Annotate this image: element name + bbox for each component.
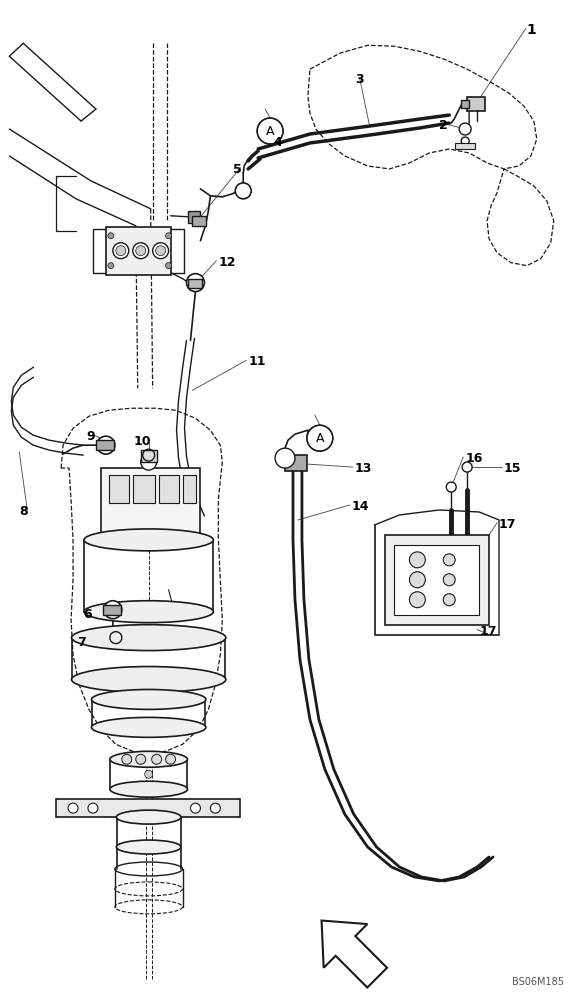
Circle shape xyxy=(104,601,122,619)
Text: A: A xyxy=(266,125,274,138)
Circle shape xyxy=(166,233,172,239)
Text: 14: 14 xyxy=(351,500,369,513)
Circle shape xyxy=(166,263,172,269)
Bar xyxy=(101,468,201,540)
Text: 17: 17 xyxy=(499,518,517,531)
Bar xyxy=(56,799,240,817)
Circle shape xyxy=(88,803,98,813)
Circle shape xyxy=(409,572,425,588)
Bar xyxy=(133,475,155,503)
Ellipse shape xyxy=(117,840,181,854)
Circle shape xyxy=(144,770,153,778)
Ellipse shape xyxy=(84,601,213,623)
Bar xyxy=(394,545,479,615)
Ellipse shape xyxy=(117,810,181,824)
Ellipse shape xyxy=(92,689,206,709)
Text: 10: 10 xyxy=(134,435,151,448)
Ellipse shape xyxy=(92,717,206,737)
Circle shape xyxy=(108,263,114,269)
Text: A: A xyxy=(316,432,324,445)
Circle shape xyxy=(136,754,146,764)
Text: 15: 15 xyxy=(504,462,521,475)
Circle shape xyxy=(443,594,455,606)
Text: 11: 11 xyxy=(248,355,266,368)
Ellipse shape xyxy=(71,625,226,651)
Circle shape xyxy=(307,425,333,451)
Circle shape xyxy=(97,436,115,454)
Circle shape xyxy=(461,137,469,145)
Bar xyxy=(467,97,485,111)
Bar xyxy=(285,455,307,471)
Ellipse shape xyxy=(110,751,187,767)
Circle shape xyxy=(108,233,114,239)
Text: 12: 12 xyxy=(218,256,236,269)
Circle shape xyxy=(141,454,157,470)
Circle shape xyxy=(153,243,169,259)
Circle shape xyxy=(235,183,251,199)
Circle shape xyxy=(443,574,455,586)
Bar xyxy=(188,279,202,288)
Text: 1: 1 xyxy=(527,23,536,37)
Bar xyxy=(109,475,129,503)
Bar xyxy=(103,605,121,615)
Circle shape xyxy=(133,243,148,259)
Circle shape xyxy=(409,592,425,608)
Circle shape xyxy=(446,482,456,492)
Circle shape xyxy=(151,754,162,764)
Ellipse shape xyxy=(110,781,187,797)
Bar xyxy=(96,440,114,450)
Bar xyxy=(106,227,171,275)
Ellipse shape xyxy=(71,667,226,692)
Text: 3: 3 xyxy=(355,73,363,86)
Circle shape xyxy=(187,274,204,292)
Circle shape xyxy=(462,462,472,472)
Text: 4: 4 xyxy=(273,136,282,149)
Circle shape xyxy=(190,803,201,813)
Circle shape xyxy=(166,754,176,764)
Circle shape xyxy=(68,803,78,813)
Text: 9: 9 xyxy=(86,430,95,443)
Ellipse shape xyxy=(84,529,213,551)
Text: 13: 13 xyxy=(355,462,372,475)
Circle shape xyxy=(443,554,455,566)
Circle shape xyxy=(275,448,295,468)
Text: 7: 7 xyxy=(77,636,86,649)
Bar xyxy=(141,450,157,462)
Circle shape xyxy=(116,246,126,256)
Circle shape xyxy=(211,803,220,813)
Circle shape xyxy=(409,552,425,568)
Circle shape xyxy=(136,246,146,256)
Bar xyxy=(183,475,197,503)
Bar xyxy=(385,535,489,625)
Bar xyxy=(193,216,206,226)
Bar xyxy=(159,475,179,503)
Circle shape xyxy=(155,246,166,256)
Text: 17: 17 xyxy=(479,625,496,638)
Text: 16: 16 xyxy=(465,452,483,465)
Circle shape xyxy=(257,118,283,144)
Bar xyxy=(455,143,475,149)
Text: BS06M185: BS06M185 xyxy=(512,977,564,987)
Circle shape xyxy=(113,243,129,259)
Text: 2: 2 xyxy=(439,119,448,132)
Circle shape xyxy=(459,123,471,135)
Bar xyxy=(461,100,469,108)
Circle shape xyxy=(122,754,132,764)
Bar xyxy=(188,211,201,223)
Text: 6: 6 xyxy=(83,608,92,621)
Text: 5: 5 xyxy=(233,163,242,176)
Text: 8: 8 xyxy=(19,505,28,518)
